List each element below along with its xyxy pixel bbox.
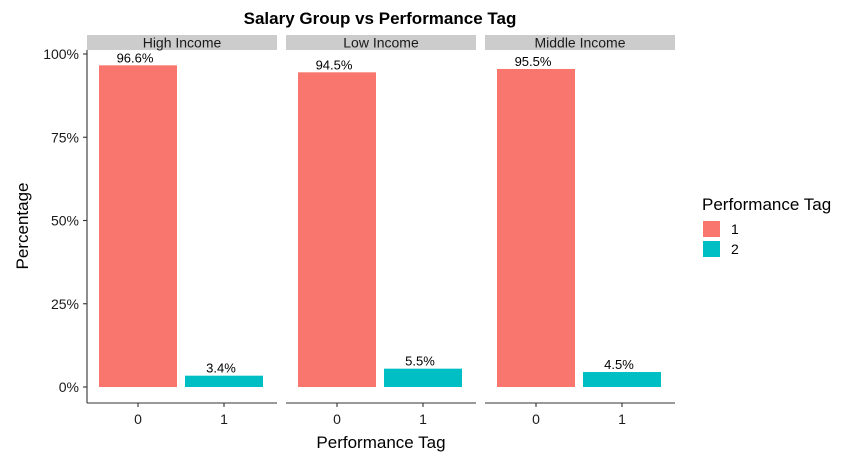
legend: Performance Tag 1 2 bbox=[702, 195, 831, 257]
facet-strip bbox=[286, 35, 476, 50]
facet-strip bbox=[485, 35, 675, 50]
chart-title: Salary Group vs Performance Tag bbox=[244, 9, 517, 28]
facet-strip-label: Low Income bbox=[343, 35, 419, 51]
legend-title: Performance Tag bbox=[702, 195, 831, 214]
bar-data-label: 3.4% bbox=[206, 361, 236, 376]
y-tick-label: 0% bbox=[59, 379, 79, 395]
bar-data-label: 95.5% bbox=[515, 54, 552, 69]
x-tick-label: 0 bbox=[333, 411, 341, 427]
facet-strip-label: Middle Income bbox=[534, 35, 625, 51]
facet-panel: Low Income 94.5% 0 5.5% 1 bbox=[286, 35, 476, 427]
x-tick-label: 1 bbox=[419, 411, 427, 427]
y-axis: 0% 25% 50% 75% 100% bbox=[43, 46, 88, 403]
x-tick-label: 0 bbox=[134, 411, 142, 427]
legend-swatch bbox=[703, 241, 720, 257]
legend-item-label: 2 bbox=[731, 241, 739, 257]
bar bbox=[99, 65, 177, 388]
bar bbox=[185, 375, 263, 387]
x-tick-label: 1 bbox=[220, 411, 228, 427]
facet-panel: Middle Income 95.5% 0 4.5% 1 bbox=[485, 35, 675, 427]
y-axis-title: Percentage bbox=[13, 183, 32, 270]
y-tick-label: 75% bbox=[51, 129, 79, 145]
bar bbox=[497, 68, 575, 388]
legend-item-label: 1 bbox=[731, 221, 739, 237]
bar bbox=[298, 72, 376, 387]
bar-data-label: 96.6% bbox=[117, 50, 154, 65]
x-tick-label: 0 bbox=[532, 411, 540, 427]
bar-data-label: 94.5% bbox=[316, 57, 353, 72]
y-tick-label: 25% bbox=[51, 296, 79, 312]
bar-data-label: 5.5% bbox=[405, 354, 435, 369]
bar bbox=[583, 372, 661, 387]
facet-strip-label: High Income bbox=[143, 35, 222, 51]
y-tick-label: 100% bbox=[43, 46, 79, 62]
legend-swatch bbox=[703, 221, 720, 237]
x-tick-label: 1 bbox=[618, 411, 626, 427]
bar-data-label: 4.5% bbox=[604, 357, 634, 372]
x-axis-title: Performance Tag bbox=[316, 433, 445, 452]
y-tick-label: 50% bbox=[51, 213, 79, 229]
bar bbox=[384, 368, 462, 387]
facet-strip bbox=[87, 35, 277, 50]
